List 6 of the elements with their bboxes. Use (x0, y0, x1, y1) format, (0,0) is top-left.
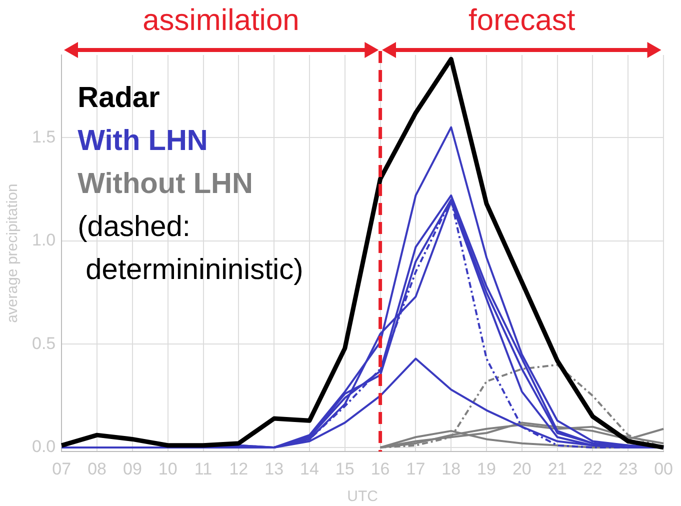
text: forecast (468, 4, 576, 38)
annotation: (dashed: determinininistic) (78, 210, 304, 288)
text: assimilation (142, 4, 300, 38)
text: With LHN (78, 124, 209, 159)
text: Without LHN (78, 167, 254, 202)
text: Radar (78, 81, 161, 116)
